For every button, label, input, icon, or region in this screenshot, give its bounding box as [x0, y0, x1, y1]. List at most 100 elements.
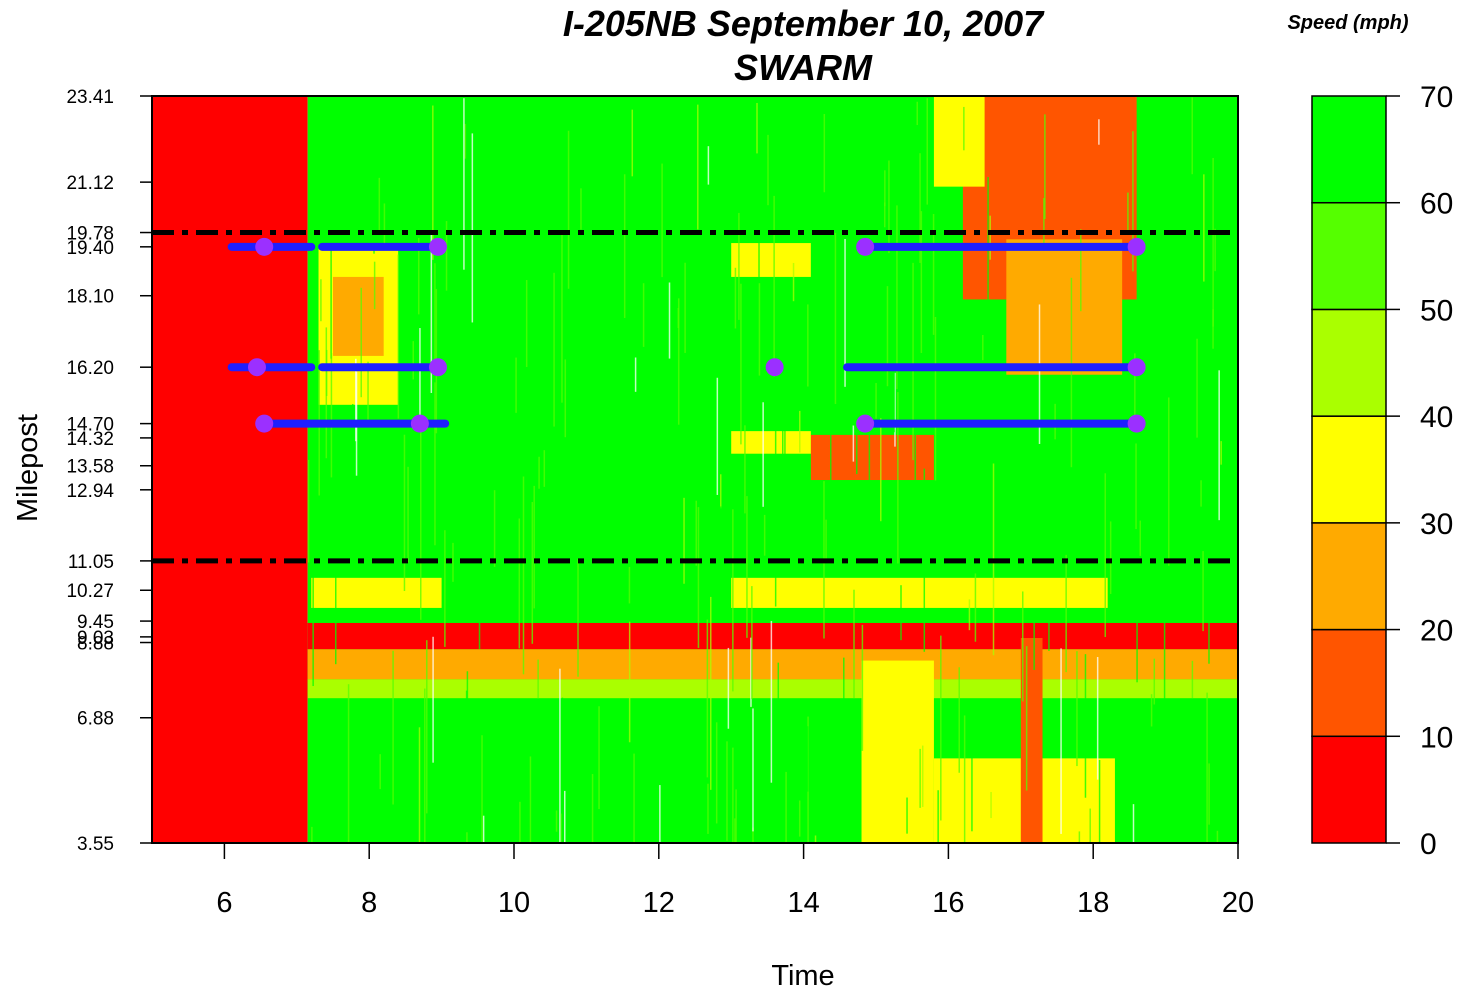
colorbar: 70 60 50 40 30 20 10 0	[1311, 81, 1453, 861]
heat-streak	[799, 410, 801, 453]
heat-streak	[1169, 738, 1172, 843]
heat-streak	[1043, 198, 1045, 248]
heat-streak	[580, 188, 582, 230]
x-axis-label: Time	[771, 960, 834, 992]
heat-streak	[750, 637, 752, 707]
heat-streak	[1134, 353, 1136, 418]
heat-streak	[971, 747, 973, 832]
heat-streak	[481, 735, 483, 843]
heat-streak	[529, 756, 532, 843]
heat-streak	[1216, 830, 1219, 843]
heat-streak	[830, 316, 832, 483]
heat-streak	[1208, 557, 1210, 664]
heat-streak	[735, 789, 737, 843]
heat-streak	[482, 815, 485, 843]
series-point	[1127, 237, 1146, 256]
heat-streak	[1114, 405, 1117, 495]
heat-streak	[752, 405, 754, 428]
series-point	[856, 414, 875, 433]
heat-streak	[466, 671, 469, 828]
heat-streak	[758, 173, 760, 278]
heat-streak	[782, 404, 784, 570]
heat-streak	[567, 130, 570, 289]
series-point	[428, 237, 447, 256]
heat-streak	[1202, 551, 1204, 632]
x-tick-label: 6	[216, 887, 232, 919]
y-tick-label: 9.03	[77, 628, 114, 649]
colorbar-tick-label: 50	[1420, 294, 1453, 327]
series-point	[1127, 358, 1146, 377]
series-point	[410, 414, 429, 433]
heat-streak	[982, 334, 984, 361]
heat-streak	[726, 741, 728, 841]
heat-streak	[426, 640, 428, 814]
heat-streak	[538, 456, 540, 489]
heat-streak	[1196, 338, 1198, 438]
heat-streak	[311, 826, 313, 843]
y-tick-label: 11.05	[68, 552, 114, 573]
heat-streak	[420, 427, 422, 620]
heat-streak	[1021, 591, 1024, 702]
heat-streak	[727, 647, 730, 729]
heat-streak	[861, 624, 864, 751]
heat-streak	[968, 599, 971, 631]
y-tick-label: 8.88	[77, 634, 114, 655]
heat-streak	[563, 790, 566, 843]
heat-streak	[642, 283, 645, 347]
heat-streak	[612, 477, 615, 512]
heat-region	[1006, 239, 1123, 375]
y-axis-label: Milepost	[12, 414, 44, 522]
heat-streak	[444, 530, 446, 647]
heat-streak	[407, 466, 409, 563]
heat-streak	[987, 177, 989, 337]
heat-streak	[634, 357, 637, 392]
heat-streak	[716, 377, 719, 495]
heat-streak	[893, 273, 895, 433]
heat-streak	[1135, 443, 1137, 530]
series-point	[247, 358, 266, 377]
y-tick-label: 10.27	[66, 581, 114, 602]
series-point	[255, 414, 274, 433]
heat-streak	[825, 519, 827, 562]
heat-streak	[379, 754, 381, 790]
heat-streak	[471, 133, 474, 323]
heat-streak	[740, 283, 742, 445]
heat-streak	[466, 832, 468, 843]
heat-streak	[896, 205, 898, 390]
heat-streak	[360, 287, 362, 398]
heat-streak	[963, 715, 966, 843]
heat-streak	[1119, 711, 1121, 800]
heat-streak	[577, 558, 579, 677]
y-tick-label: 19.40	[66, 238, 114, 259]
chart-title: I-205NB September 10, 2007	[563, 3, 1045, 44]
heat-streak	[706, 619, 709, 778]
heat-streak	[1218, 99, 1220, 138]
heat-streak	[493, 490, 496, 567]
heat-streak	[1096, 657, 1099, 780]
y-tick-label: 3.55	[77, 834, 114, 855]
heat-streak	[1078, 831, 1081, 843]
heat-streak	[403, 434, 406, 592]
heat-streak	[397, 254, 400, 419]
x-tick-label: 20	[1222, 887, 1254, 919]
heat-streak	[758, 283, 761, 376]
heat-streak	[752, 827, 754, 843]
heat-streak	[1044, 114, 1046, 219]
heat-streak	[1104, 473, 1106, 637]
heat-streak	[1084, 654, 1087, 798]
colorbar-bin	[1311, 415, 1387, 524]
heat-streak	[1212, 157, 1214, 327]
heat-streak	[773, 195, 775, 377]
heat-region	[307, 622, 1238, 650]
colorbar-title: Speed (mph)	[1287, 12, 1408, 34]
chart-subtitle: SWARM	[734, 47, 873, 88]
heat-streak	[452, 542, 454, 582]
y-tick-label: 18.10	[66, 287, 114, 308]
colorbar-tick-label: 0	[1420, 828, 1437, 861]
x-tick-label: 8	[361, 887, 377, 919]
heat-streak	[522, 476, 525, 675]
heat-streak	[1208, 763, 1210, 825]
heat-streak	[767, 134, 769, 206]
series-point	[428, 358, 447, 377]
